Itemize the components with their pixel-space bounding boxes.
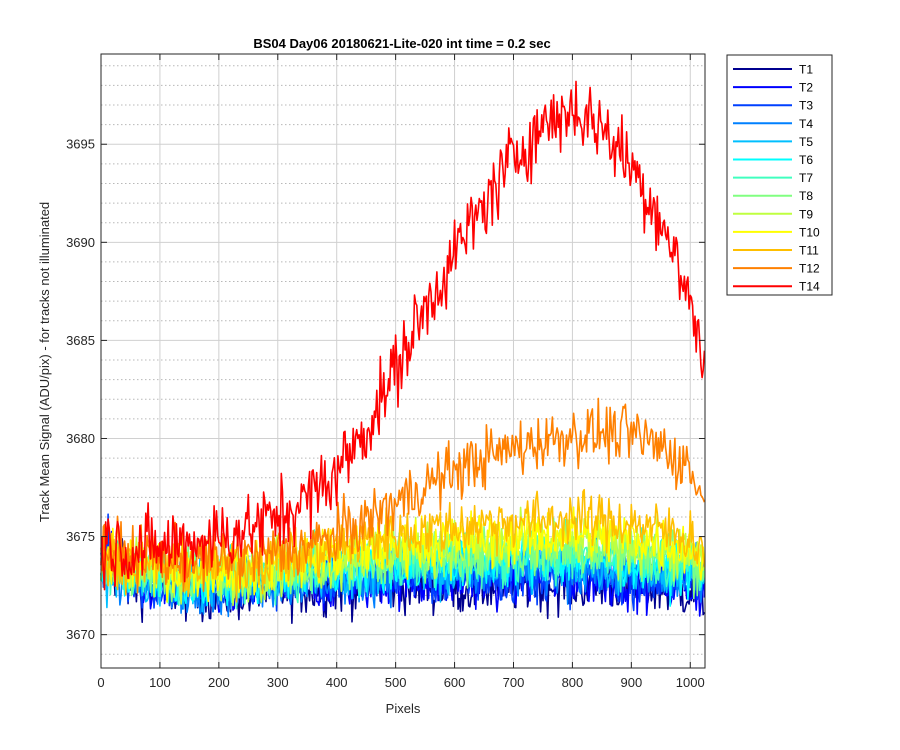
legend-label-t3: T3 xyxy=(799,99,813,113)
legend-label-t2: T2 xyxy=(799,81,813,95)
legend-label-t7: T7 xyxy=(799,171,813,185)
legend: T1 T2 T3 T4 T5 T6 T7 T8 T9 T10 T11 T12 T14 xyxy=(726,54,833,296)
plot-area xyxy=(100,53,706,669)
minor-grid xyxy=(101,65,705,655)
legend-label-t5: T5 xyxy=(799,135,813,149)
legend-label-t9: T9 xyxy=(799,207,813,221)
legend-box xyxy=(726,54,833,296)
legend-label-t11: T11 xyxy=(799,244,819,258)
x-tick-label: 500 xyxy=(385,675,407,690)
x-tick-label: 100 xyxy=(149,675,171,690)
series-line-t14 xyxy=(100,80,706,591)
y-tick-label: 3695 xyxy=(66,137,95,152)
legend-label-t8: T8 xyxy=(799,189,813,203)
x-tick-label: 700 xyxy=(503,675,525,690)
x-tick-label: 1000 xyxy=(676,675,705,690)
x-tick-labels: 0 100 200 300 400 500 600 700 800 900 1000 xyxy=(97,675,704,690)
legend-label-t6: T6 xyxy=(799,153,813,167)
y-tick-label: 3680 xyxy=(66,431,95,446)
x-tick-label: 400 xyxy=(326,675,348,690)
y-tick-labels: 3670 3675 3680 3685 3690 3695 xyxy=(66,137,95,642)
legend-label-t4: T4 xyxy=(799,117,813,131)
legend-label-t10: T10 xyxy=(799,225,820,239)
legend-label-t1: T1 xyxy=(799,63,813,77)
y-tick-label: 3670 xyxy=(66,627,95,642)
plot-frame xyxy=(100,53,706,669)
chart-title: BS04 Day06 20180621-Lite-020 int time = … xyxy=(253,36,550,51)
x-tick-label: 800 xyxy=(562,675,584,690)
y-tick-label: 3675 xyxy=(66,529,95,544)
x-tick-label: 900 xyxy=(620,675,642,690)
legend-items: T1 T2 T3 T4 T5 T6 T7 T8 T9 T10 T11 T12 T14 xyxy=(733,63,820,294)
x-tick-label: 0 xyxy=(97,675,104,690)
legend-label-t12: T12 xyxy=(799,262,820,276)
y-tick-label: 3690 xyxy=(66,235,95,250)
x-axis-label: Pixels xyxy=(386,701,421,716)
axis-ticks xyxy=(100,54,705,668)
x-tick-label: 200 xyxy=(208,675,230,690)
series-layer xyxy=(100,80,706,625)
x-tick-label: 600 xyxy=(444,675,466,690)
series-line-t11 xyxy=(100,488,706,603)
series-line-t12 xyxy=(100,397,706,594)
y-axis-label: Track Mean Signal (ADU/pix) - for tracks… xyxy=(37,202,52,522)
x-tick-label: 300 xyxy=(267,675,289,690)
legend-label-t14: T14 xyxy=(799,280,820,294)
y-tick-label: 3685 xyxy=(66,333,95,348)
